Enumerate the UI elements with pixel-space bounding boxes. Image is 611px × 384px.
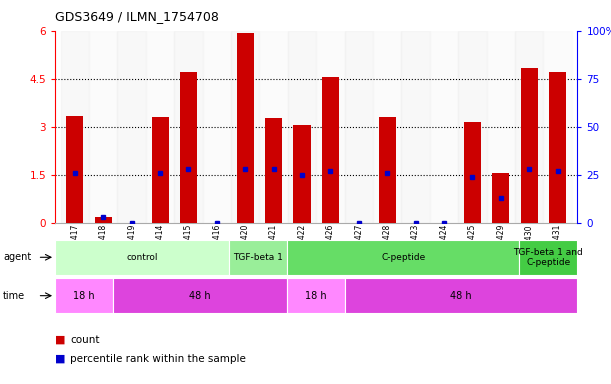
Bar — [379, 117, 396, 223]
Bar — [67, 116, 83, 223]
Text: time: time — [3, 291, 25, 301]
Text: TGF-beta 1 and
C-peptide: TGF-beta 1 and C-peptide — [513, 248, 584, 267]
Bar — [492, 173, 509, 223]
Bar — [486, 31, 515, 223]
Bar — [55, 278, 113, 313]
Bar — [515, 31, 543, 223]
Bar — [95, 217, 112, 223]
Bar — [180, 72, 197, 223]
Text: GDS3649 / ILMN_1754708: GDS3649 / ILMN_1754708 — [55, 10, 219, 23]
Bar — [543, 31, 572, 223]
Bar — [288, 31, 316, 223]
Bar — [345, 31, 373, 223]
Bar — [55, 240, 229, 275]
Text: 18 h: 18 h — [73, 291, 95, 301]
Bar — [293, 125, 310, 223]
Bar — [345, 278, 577, 313]
Bar — [146, 31, 174, 223]
Text: ■: ■ — [55, 354, 65, 364]
Bar — [229, 240, 287, 275]
Bar — [373, 31, 401, 223]
Text: 48 h: 48 h — [450, 291, 472, 301]
Bar — [322, 77, 339, 223]
Bar — [458, 31, 486, 223]
Bar — [236, 33, 254, 223]
Bar — [521, 68, 538, 223]
Bar — [174, 31, 203, 223]
Bar — [152, 117, 169, 223]
Bar — [430, 31, 458, 223]
Bar — [464, 122, 481, 223]
Bar — [113, 278, 287, 313]
Bar — [287, 278, 345, 313]
Bar — [401, 31, 430, 223]
Text: ■: ■ — [55, 335, 65, 345]
Bar — [549, 72, 566, 223]
Bar — [519, 240, 577, 275]
Bar — [260, 31, 288, 223]
Text: C-peptide: C-peptide — [381, 253, 425, 262]
Text: count: count — [70, 335, 100, 345]
Bar — [287, 240, 519, 275]
Bar — [60, 31, 89, 223]
Text: 48 h: 48 h — [189, 291, 211, 301]
Text: 18 h: 18 h — [306, 291, 327, 301]
Bar — [89, 31, 117, 223]
Bar — [117, 31, 146, 223]
Bar — [203, 31, 231, 223]
Text: agent: agent — [3, 252, 31, 262]
Text: TGF-beta 1: TGF-beta 1 — [233, 253, 283, 262]
Bar — [316, 31, 345, 223]
Text: control: control — [126, 253, 158, 262]
Bar — [231, 31, 260, 223]
Text: percentile rank within the sample: percentile rank within the sample — [70, 354, 246, 364]
Bar — [265, 118, 282, 223]
